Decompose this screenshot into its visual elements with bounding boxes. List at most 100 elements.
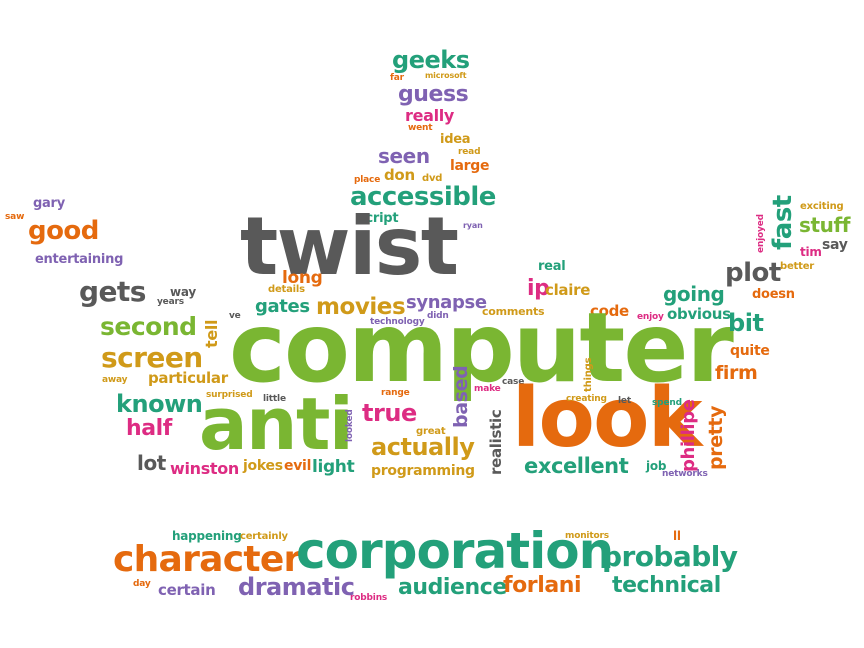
word-excellent: excellent (524, 454, 629, 478)
word-phillipe: phillipe (678, 399, 699, 472)
word-firm: firm (715, 362, 758, 384)
word-geeks: geeks (392, 46, 470, 74)
word-monitors: monitors (565, 531, 609, 541)
word-evil: evil (284, 458, 312, 474)
word-don: don (384, 166, 415, 184)
word-enjoy: enjoy (637, 312, 664, 322)
word-based: based (450, 365, 472, 428)
word-claire: claire (545, 281, 591, 299)
word-read: read (458, 147, 481, 157)
word-certainly: certainly (240, 531, 288, 542)
word-programming: programming (371, 463, 475, 479)
word-details: details (268, 284, 305, 295)
word-certain: certain (158, 581, 216, 599)
word-winston: winston (170, 459, 239, 478)
word-obvious: obvious (667, 305, 731, 323)
word-particular: particular (148, 369, 228, 387)
word-went: went (408, 123, 433, 133)
word-light: light (312, 457, 355, 477)
word-happening: happening (172, 529, 242, 543)
word-movies: movies (316, 294, 406, 320)
word-plot: plot (725, 258, 781, 288)
word-dvd: dvd (422, 173, 443, 184)
word-character: character (113, 539, 301, 580)
word-enjoyed: enjoyed (756, 214, 766, 253)
word-idea: idea (440, 132, 471, 147)
word-far: far (390, 73, 404, 83)
word-twist: twist (240, 200, 459, 293)
word-day: day (133, 579, 151, 589)
word-realistic: realistic (487, 409, 505, 475)
word-range: range (381, 388, 410, 398)
word-anti: anti (199, 382, 354, 466)
word-lot: lot (137, 451, 166, 475)
word-ve: ve (229, 311, 241, 321)
word-large: large (450, 158, 490, 174)
word-ll: ll (673, 529, 681, 543)
word-way: way (170, 285, 196, 299)
word-make: make (474, 384, 501, 394)
word-great: great (416, 426, 446, 437)
word-job: job (646, 459, 667, 473)
word-creating: creating (566, 394, 607, 404)
word-bit: bit (728, 309, 764, 337)
word-gary: gary (33, 196, 65, 211)
word-saw: saw (5, 212, 25, 222)
word-tim: tim (800, 245, 822, 259)
word-actually: actually (371, 433, 475, 461)
word-audience: audience (398, 575, 507, 600)
word-little: little (263, 394, 286, 404)
word-ip: ip (527, 276, 550, 301)
word-let: let (618, 396, 631, 406)
word-entertaining: entertaining (35, 252, 124, 267)
word-synapse: synapse (406, 292, 487, 313)
word-looked: looked (345, 409, 355, 442)
word-forlani: forlani (503, 573, 582, 598)
word-technical: technical (612, 573, 721, 598)
word-microsoft: microsoft (425, 71, 467, 80)
word-spend: spend (652, 398, 682, 408)
word-gates: gates (255, 296, 310, 317)
word-fast: fast (768, 195, 798, 250)
word-look: look (512, 371, 702, 466)
word-robbins: robbins (350, 593, 388, 603)
word-real: real (538, 259, 566, 274)
word-exciting: exciting (800, 201, 844, 212)
word-corporation: corporation (296, 522, 614, 580)
word-pretty: pretty (705, 405, 727, 470)
word-tell: tell (202, 319, 221, 348)
word-probably: probably (602, 540, 738, 573)
word-away: away (102, 375, 128, 385)
word-dramatic: dramatic (238, 573, 355, 601)
word-case: case (502, 377, 525, 387)
word-second: second (100, 312, 197, 341)
word-say: say (822, 237, 848, 253)
word-computer: computer (229, 292, 734, 404)
word-gets: gets (79, 275, 146, 308)
word-going: going (663, 282, 725, 306)
word-stuff: stuff (799, 213, 851, 237)
word-technology: technology (370, 317, 425, 327)
word-networks: networks (662, 469, 708, 479)
word-known: known (116, 390, 203, 418)
word-good: good (28, 216, 99, 246)
word-half: half (126, 416, 172, 441)
word-code: code (590, 302, 629, 320)
word-place: place (354, 175, 381, 185)
word-screen: screen (101, 341, 203, 374)
word-jokes: jokes (243, 458, 283, 474)
word-seen: seen (378, 144, 430, 168)
word-guess: guess (398, 82, 469, 107)
word-accessible: accessible (350, 182, 496, 212)
word-didn: didn (427, 311, 449, 321)
word-ryan: ryan (463, 221, 483, 230)
word-better: better (780, 261, 815, 272)
word-doesn: doesn (752, 287, 795, 302)
word-long: long (282, 268, 323, 288)
word-surprised: surprised (206, 390, 253, 400)
word-really: really (405, 106, 455, 125)
word-comments: comments (482, 305, 545, 318)
word-quite: quite (730, 343, 770, 359)
word-years: years (157, 297, 184, 307)
